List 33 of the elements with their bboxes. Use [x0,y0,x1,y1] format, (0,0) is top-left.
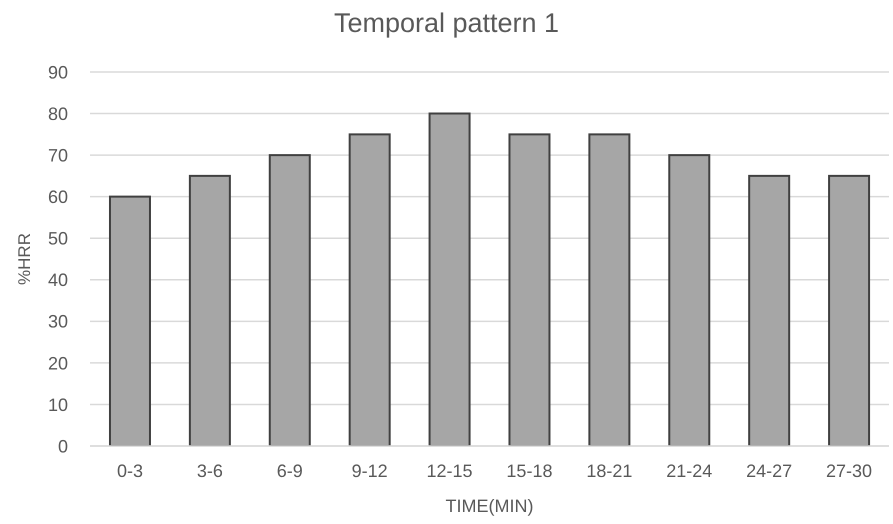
y-tick-label: 80 [48,104,68,124]
x-tick-label: 24-27 [746,460,792,481]
bar [188,174,231,446]
y-axis-title: %HRR [15,233,34,285]
y-tick-label: 20 [48,353,68,374]
x-tick-label: 6-9 [276,460,303,481]
bar [348,133,391,446]
x-axis-title: TIME(MIN) [446,496,534,516]
bar [668,154,710,446]
bar [268,154,311,446]
x-tick-label: 3-6 [196,460,223,481]
x-tick-label: 12-15 [426,460,473,481]
bar [748,174,790,446]
bar [108,196,151,446]
y-tick-label: 40 [48,270,68,290]
x-tick-label: 18-21 [586,460,632,481]
bar [428,112,471,446]
y-tick-label: 60 [48,187,68,208]
y-tick-label: 30 [48,312,68,332]
x-tick-label: 0-3 [116,460,143,481]
bar [828,174,870,446]
y-tick-label: 10 [48,394,68,415]
x-tick-label: 27-30 [826,460,872,481]
bar [588,133,630,446]
y-tick-label: 50 [48,228,68,249]
x-tick-label: 9-12 [352,460,388,481]
x-tick-label: 21-24 [666,460,712,481]
chart-title: Temporal pattern 1 [332,8,560,39]
bar [508,133,550,446]
y-tick-label: 70 [48,146,68,166]
y-tick-label: 90 [48,62,68,82]
x-tick-label: 15-18 [506,460,552,481]
y-tick-label: 0 [58,436,68,456]
